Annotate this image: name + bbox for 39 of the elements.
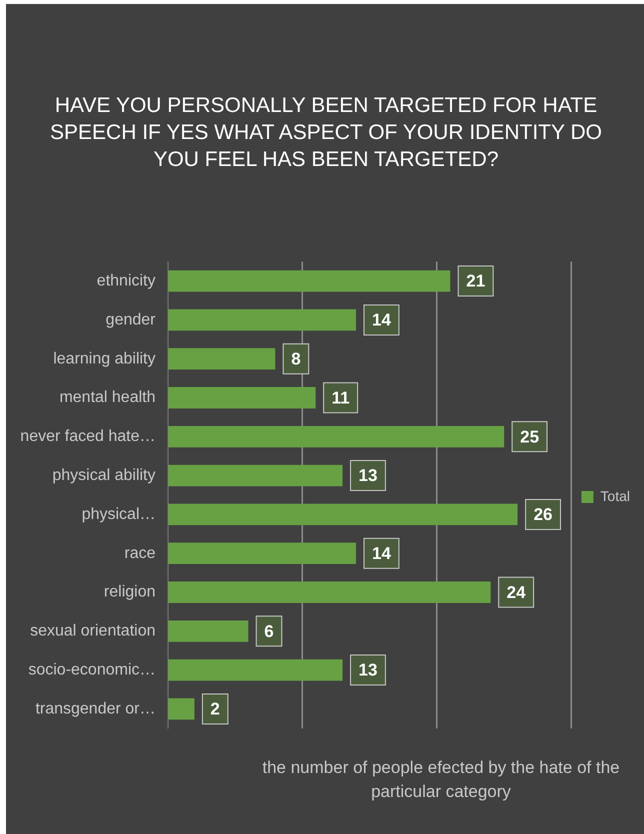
data-label: 24 (506, 582, 526, 602)
x-axis-title: the number of people efected by the hate of the particular category (261, 757, 621, 803)
y-tick-label: physical… (82, 506, 156, 523)
y-tick-label: never faced hate… (20, 428, 156, 446)
data-label: 6 (264, 622, 274, 641)
y-tick-label: mental health (59, 389, 156, 406)
data-label: 8 (291, 350, 301, 369)
data-label: 21 (466, 272, 486, 291)
y-tick-label: physical ability (52, 466, 156, 484)
data-label: 25 (520, 427, 540, 446)
y-tick-label: religion (104, 584, 156, 601)
bar (168, 426, 504, 448)
bar (168, 659, 343, 681)
data-label: 2 (210, 700, 220, 719)
y-tick-label: sexual orientation (30, 622, 156, 640)
data-label: 11 (332, 388, 350, 408)
y-tick-label: gender (106, 311, 156, 328)
legend-label: Total (600, 488, 630, 504)
bar (168, 348, 276, 370)
bar (168, 698, 194, 720)
y-tick-label: transgender or… (35, 700, 156, 718)
chart-title: HAVE YOU PERSONALLY BEEN TARGETED FOR HATE SPEECH IF YES WHAT ASPECT OF YOUR IDENTITY DO YOU FEEL HAS BEEN TARGETED? (49, 93, 603, 173)
bar (168, 620, 248, 642)
bar (168, 504, 518, 526)
y-tick-label: learning ability (53, 350, 156, 368)
data-label: 26 (534, 505, 552, 524)
data-label: 13 (358, 466, 378, 486)
bar (168, 542, 356, 564)
bar (168, 309, 356, 331)
data-label: 14 (372, 544, 392, 564)
y-tick-label: socio-economic… (28, 661, 156, 678)
bar (168, 582, 491, 603)
bar (168, 270, 450, 292)
bar (168, 464, 343, 486)
y-tick-label: ethnicity (96, 272, 156, 290)
bar (168, 387, 316, 408)
data-label: 14 (372, 310, 392, 330)
data-label: 13 (358, 660, 378, 680)
y-tick-label: race (124, 544, 156, 562)
